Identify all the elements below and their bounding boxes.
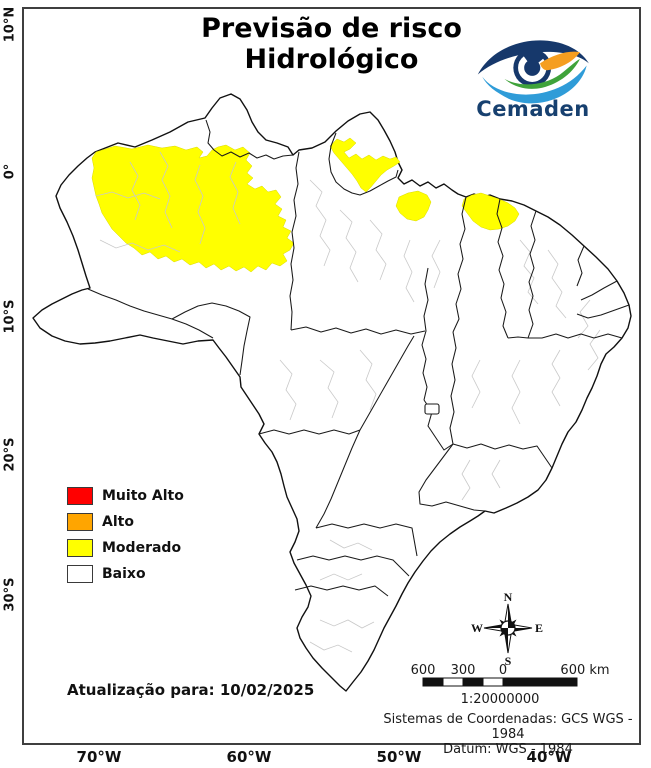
- lon-label-60w: 60°W: [226, 748, 272, 766]
- page-title-line1: Previsão de risco: [201, 13, 462, 44]
- scalebar-tick-600km: 600 km: [560, 663, 610, 678]
- scale-bar: [422, 677, 578, 687]
- risk-region-amapa: [329, 137, 401, 193]
- lat-label-10s: 10°S: [2, 299, 18, 334]
- update-date-text: Atualização para: 10/02/2025: [67, 681, 315, 699]
- legend-item-alto: Alto: [67, 509, 184, 535]
- legend-item-baixo: Baixo: [67, 561, 184, 587]
- lon-label-40w: 40°W: [526, 748, 572, 766]
- coordinate-system-note: Sistemas de Coordenadas: GCS WGS - 1984 …: [375, 712, 641, 757]
- municipal-boundaries: [95, 151, 601, 653]
- compass-rose-icon: N S E W: [471, 590, 543, 668]
- scalebar-tick-300: 300: [450, 663, 476, 678]
- state-boundaries: [87, 119, 630, 597]
- lat-label-30s: 30°S: [2, 577, 18, 612]
- lat-label-0: 0°: [2, 163, 18, 180]
- risk-region-amazonas: [91, 144, 295, 273]
- risk-regions-moderado: [91, 137, 520, 273]
- page-title: Previsão de risco Hidrológico: [22, 13, 641, 75]
- lon-label-50w: 50°W: [376, 748, 422, 766]
- cemaden-logo: [470, 30, 600, 125]
- cemaden-logo-icon: [477, 40, 589, 104]
- coordinate-system-line2: Datum: WGS - 1984: [443, 742, 573, 757]
- lat-label-20s: 20°S: [2, 437, 18, 472]
- compass-e-label: E: [535, 621, 543, 635]
- compass-w-label: W: [471, 621, 483, 635]
- coordinate-system-line1: Sistemas de Coordenadas: GCS WGS - 1984: [383, 712, 633, 742]
- legend-swatch-baixo: [67, 565, 93, 583]
- legend-label-muito-alto: Muito Alto: [102, 488, 184, 504]
- legend-swatch-muito-alto: [67, 487, 93, 505]
- legend-item-muito-alto: Muito Alto: [67, 483, 184, 509]
- legend-label-alto: Alto: [102, 514, 134, 530]
- distrito-federal-box: [424, 403, 440, 415]
- scalebar-tick-0: 0: [498, 663, 508, 678]
- risk-legend: Muito Alto Alto Moderado Baixo: [67, 483, 184, 587]
- scalebar-tick-600: 600: [410, 663, 436, 678]
- scalebar-ratio: 1:20000000: [460, 692, 540, 707]
- cemaden-logo-text: Cemaden: [476, 97, 590, 121]
- legend-label-moderado: Moderado: [102, 540, 182, 556]
- lat-label-10n: 10°N: [2, 6, 18, 43]
- lon-label-70w: 70°W: [76, 748, 122, 766]
- map-frame: [22, 7, 641, 745]
- page-title-line2: Hidrológico: [244, 44, 419, 75]
- legend-label-baixo: Baixo: [102, 566, 146, 582]
- risk-region-para: [395, 190, 432, 222]
- legend-swatch-alto: [67, 513, 93, 531]
- risk-region-maranhao: [461, 192, 520, 231]
- compass-s-label: S: [505, 654, 512, 668]
- compass-n-label: N: [504, 590, 513, 604]
- legend-swatch-moderado: [67, 539, 93, 557]
- legend-item-moderado: Moderado: [67, 535, 184, 561]
